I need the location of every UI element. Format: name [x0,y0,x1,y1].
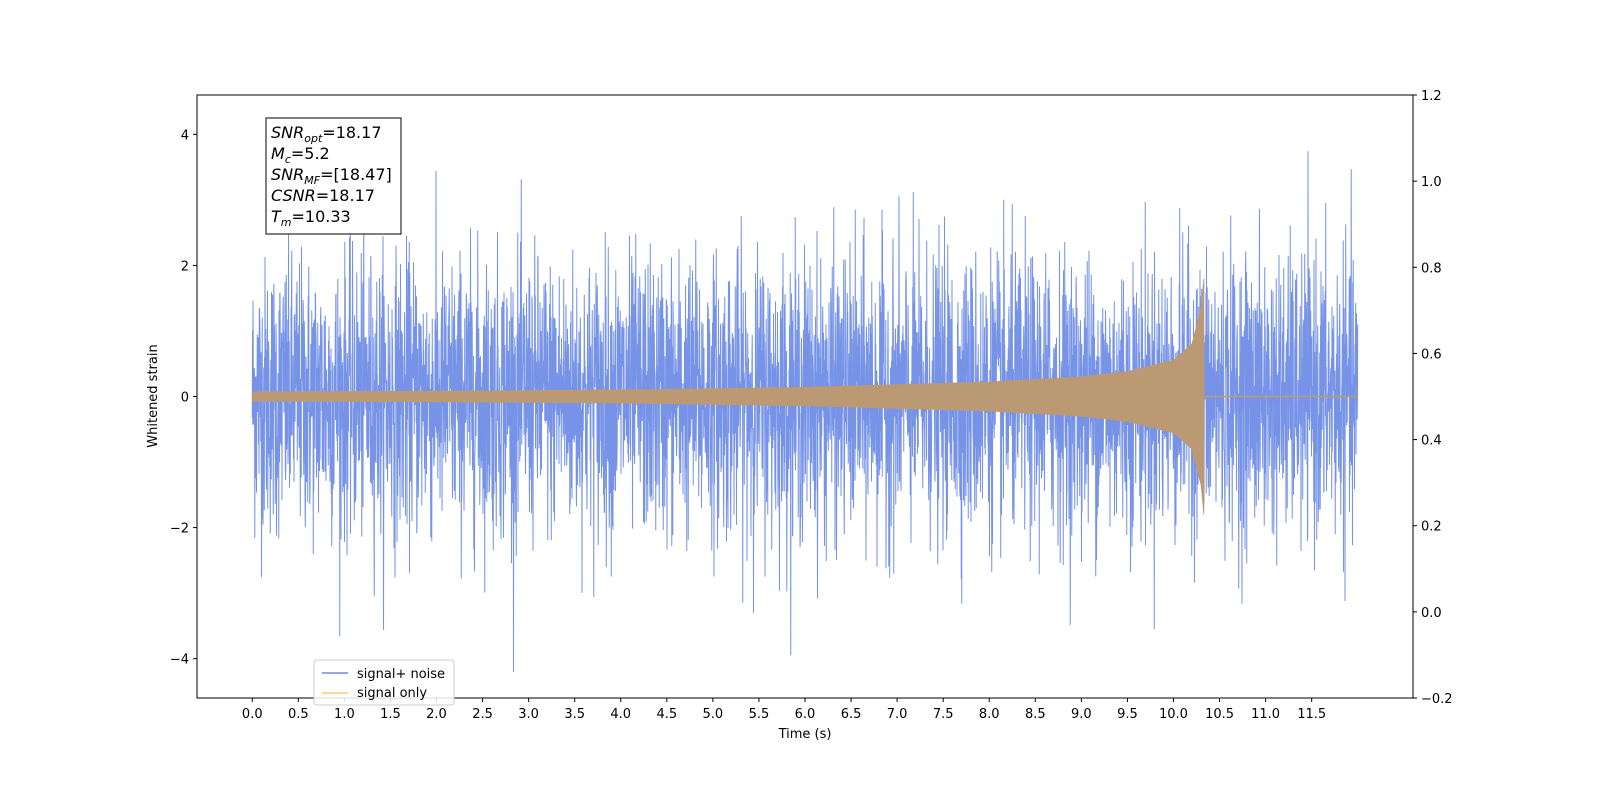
y-tick-label: 2 [181,259,189,274]
noise-series [251,151,1359,672]
y-tick-label: 4 [181,128,189,143]
signal-series [251,278,1358,515]
x-tick-label: 7.0 [887,707,908,722]
x-tick-label: 3.0 [518,707,539,722]
legend: signal+ noise signal only [313,659,455,706]
x-tick-label: 9.0 [1071,707,1092,722]
y2-tick-label: 0.4 [1421,434,1442,449]
y-axis-label: Whitened strain [146,344,161,447]
y2-axis: −0.2 0.0 0.2 0.4 0.6 0.8 1.0 1.2 [1413,89,1453,707]
x-tick-label: 5.5 [749,707,770,722]
x-tick-label: 8.5 [1025,707,1046,722]
info-line: SNRopt=18.17 [271,123,382,145]
x-tick-label: 0.5 [288,707,309,722]
x-axis-label: Time (s) [778,727,832,742]
signal-chirp [251,278,1205,515]
x-tick-label: 9.5 [1117,707,1138,722]
y2-tick-label: −0.2 [1421,692,1453,707]
y2-tick-label: 0.2 [1421,520,1442,535]
x-tick-label: 4.5 [656,707,677,722]
x-tick-label: 1.0 [334,707,355,722]
x-tick-label: 6.0 [795,707,816,722]
y-tick-label: 0 [181,391,189,406]
y2-tick-label: 0.6 [1421,347,1442,362]
x-tick-label: 10.0 [1159,707,1188,722]
info-line: SNRMF=[18.47] [271,165,392,187]
y2-tick-label: 0.0 [1421,606,1442,621]
x-tick-label: 4.0 [610,707,631,722]
x-tick-label: 8.0 [979,707,1000,722]
x-tick-label: 5.0 [703,707,724,722]
y-tick-label: −2 [170,522,189,537]
x-tick-label: 3.5 [564,707,585,722]
noise-line [251,151,1359,672]
legend-label-signal: signal only [357,686,427,701]
x-axis: 0.0 0.5 1.0 1.5 2.0 2.5 3.0 3.5 4.0 4.5 5.0 5.5 6.0 6… [242,698,1326,722]
info-line: Tm=10.33 [271,207,351,229]
x-tick-label: 0.0 [242,707,263,722]
x-tick-label: 11.5 [1297,707,1326,722]
y2-tick-label: 0.8 [1421,261,1442,276]
x-tick-label: 11.0 [1251,707,1280,722]
y2-tick-label: 1.0 [1421,175,1442,190]
y-tick-label: −4 [170,653,189,668]
legend-label-noise: signal+ noise [357,667,445,682]
info-line: Mc=5.2 [271,144,330,166]
x-tick-label: 2.5 [472,707,493,722]
y2-tick-label: 1.2 [1421,89,1442,104]
x-tick-label: 2.0 [426,707,447,722]
info-box: SNRopt=18.17Mc=5.2SNRMF=[18.47]CSNR=18.1… [265,117,402,235]
x-tick-label: 7.5 [933,707,954,722]
x-tick-label: 1.5 [380,707,401,722]
x-tick-label: 10.5 [1205,707,1234,722]
x-tick-label: 6.5 [841,707,862,722]
info-line: CSNR=18.17 [271,186,375,205]
y-axis: −4 −2 0 2 4 [170,128,197,668]
